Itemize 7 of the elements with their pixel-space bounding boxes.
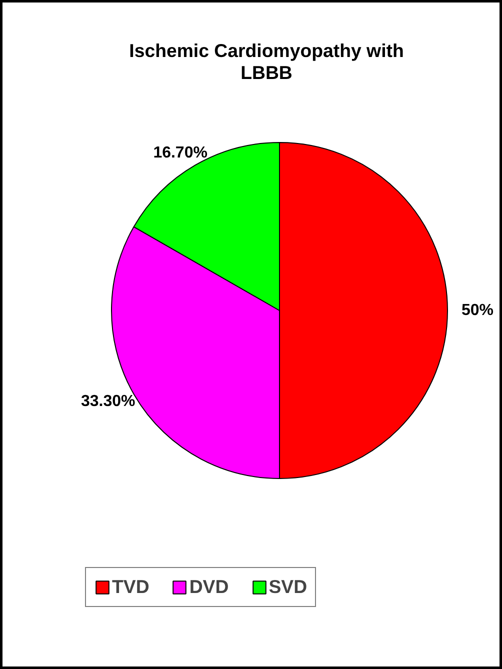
data-label: 50% [461,302,494,319]
legend-label: TVD [112,576,150,598]
data-label: 33.30% [81,393,136,410]
legend-label: DVD [189,576,229,598]
chart-title: Ischemic Cardiomyopathy with LBBB [129,40,404,83]
legend-label: SVD [268,576,308,598]
data-label: 16.70% [153,144,208,162]
